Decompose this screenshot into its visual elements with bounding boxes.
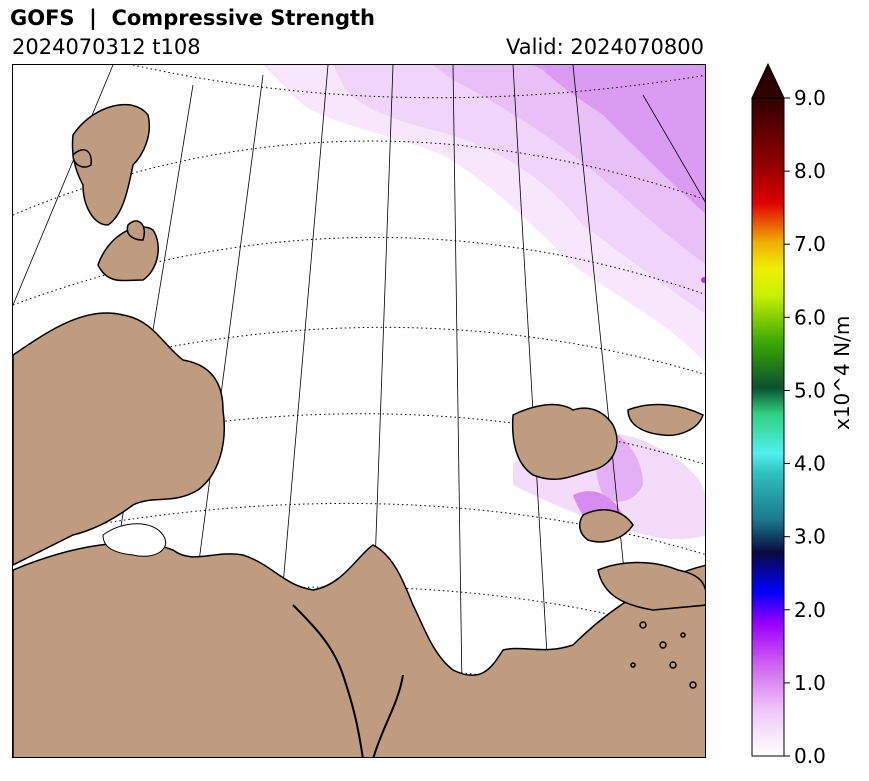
colorbar-tick-label: 2.0 — [794, 598, 826, 622]
map-title: GOFS | Compressive Strength — [10, 6, 375, 30]
colorbar-tick-label: 9.0 — [794, 86, 826, 110]
colorbar-ticks: 0.0 1.0 2.0 3.0 4.0 5.0 6.0 7.0 8.0 9.0 — [784, 86, 826, 768]
map-canvas — [13, 65, 705, 757]
colorbar-tick-label: 6.0 — [794, 305, 826, 329]
land-masses — [13, 103, 705, 757]
colorbar-gradient — [751, 97, 785, 757]
colorbar-tick-label: 5.0 — [794, 378, 826, 402]
lakes — [630, 621, 697, 689]
colorbar-tick-label: 0.0 — [794, 744, 826, 768]
init-time-label: 2024070312 t108 — [12, 35, 201, 59]
inland-water — [102, 523, 166, 557]
colorbar-unit-label: x10^4 N/m — [830, 315, 854, 430]
map-panel[interactable] — [12, 64, 706, 758]
colorbar-tick-label: 7.0 — [794, 232, 826, 256]
colorbar-tick-label: 1.0 — [794, 671, 826, 695]
colorbar-tick-label: 4.0 — [794, 452, 826, 476]
colorbar-tick-label: 3.0 — [794, 525, 826, 549]
valid-time-label: Valid: 2024070800 — [506, 35, 704, 59]
colorbar-extend-arrow — [751, 62, 785, 99]
rivers — [292, 604, 404, 757]
colorbar-tick-label: 8.0 — [794, 159, 826, 183]
colorbar: 0.0 1.0 2.0 3.0 4.0 5.0 6.0 7.0 8.0 9.0 — [751, 62, 826, 768]
